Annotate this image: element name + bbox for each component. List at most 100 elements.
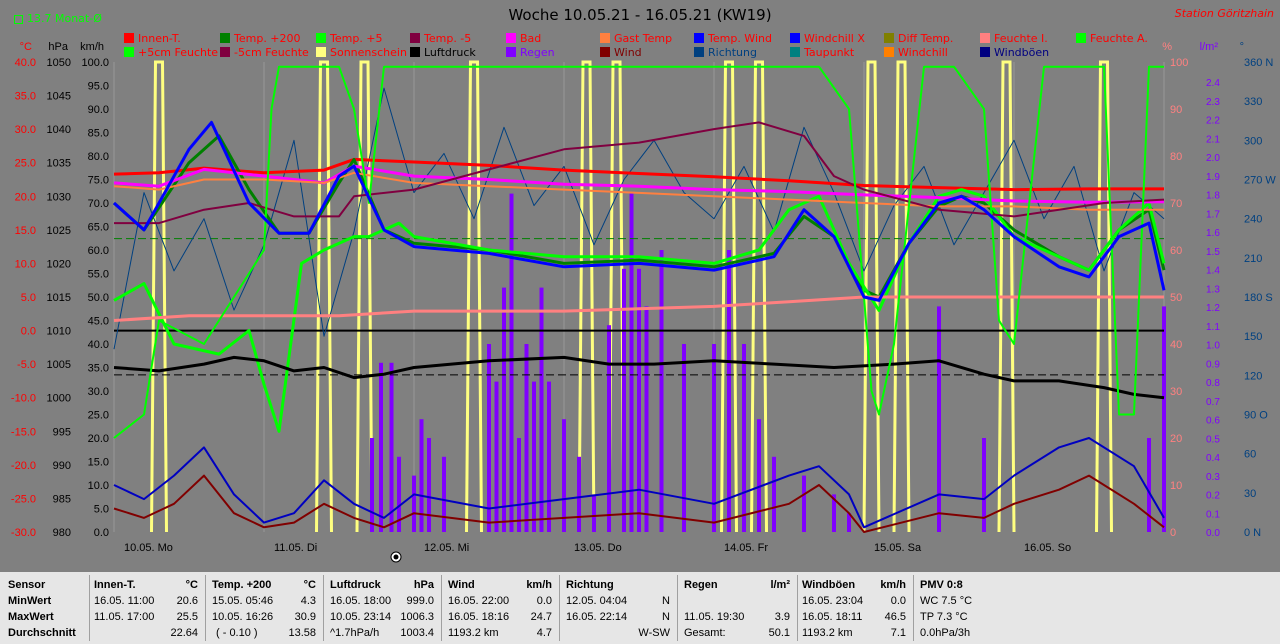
stats-luftdruck-unit: hPa bbox=[413, 579, 434, 591]
wind-tick-label: 30.0 bbox=[88, 386, 109, 398]
legend-item[interactable]: Feuchte A. bbox=[1076, 32, 1148, 45]
stats-boeen-max-val: 46.5 bbox=[884, 611, 906, 623]
rain-bar bbox=[802, 475, 806, 532]
rain-bar bbox=[412, 475, 416, 532]
stats-luftdruck-avg-val: 1003.4 bbox=[400, 627, 434, 639]
legend-item[interactable]: Temp. +5 bbox=[316, 32, 383, 45]
day-label: 11.05. Di bbox=[274, 542, 317, 554]
sunshine-period bbox=[355, 60, 374, 533]
direction-tick-label: 330 bbox=[1244, 96, 1262, 108]
stats-innen-title: Innen-T. bbox=[94, 579, 136, 591]
legend-item[interactable]: Regen bbox=[506, 46, 555, 59]
temp-tick-label: 40.0 bbox=[15, 57, 36, 69]
humidity-tick-label: 0 bbox=[1170, 527, 1176, 539]
temp-tick-label: 25.0 bbox=[15, 158, 36, 170]
stats-wind-unit: km/h bbox=[526, 579, 552, 591]
pressure-tick-label: 1050 bbox=[47, 57, 71, 69]
temp-tick-label: 30.0 bbox=[15, 124, 36, 136]
temp-tick-label: -20.0 bbox=[11, 460, 36, 472]
legend-item[interactable]: -5cm Feuchte bbox=[220, 46, 309, 59]
wind-tick-label: 10.0 bbox=[88, 480, 109, 492]
stats-divider bbox=[677, 575, 678, 641]
legend-swatch-icon bbox=[884, 47, 894, 57]
stats-regen-max-val: 3.9 bbox=[774, 611, 790, 623]
series-line bbox=[113, 171, 1164, 211]
stats-richtung-title: Richtung bbox=[566, 579, 614, 591]
month-average-checkbox-icon[interactable] bbox=[14, 14, 23, 24]
stats-innen-min-time: 16.05. 11:00 bbox=[94, 595, 155, 607]
rain-bar bbox=[509, 193, 514, 532]
time-marker-dot-icon bbox=[393, 554, 399, 560]
rain-bar bbox=[742, 344, 746, 532]
stats-temp200-min-val: 4.3 bbox=[300, 595, 316, 607]
stats-innen-unit: °C bbox=[185, 579, 198, 591]
wind-tick-label: 15.0 bbox=[88, 457, 109, 469]
wind-tick-label: 75.0 bbox=[88, 175, 109, 187]
legend-swatch-icon bbox=[980, 47, 990, 57]
stats-divider bbox=[89, 575, 90, 641]
rain-bar bbox=[1162, 306, 1166, 532]
stats-richtung-max-val: N bbox=[662, 611, 670, 623]
day-label: 12.05. Mi bbox=[424, 542, 469, 554]
legend-item[interactable]: Windböen bbox=[980, 46, 1049, 59]
stats-temp200-avg-val: 13.58 bbox=[288, 627, 316, 639]
stats-regen-title: Regen bbox=[684, 579, 718, 591]
legend-item[interactable]: Temp. Wind bbox=[694, 32, 772, 45]
stats-wind-min-val: 0.0 bbox=[536, 595, 552, 607]
legend-item[interactable]: Temp. +200 bbox=[220, 32, 301, 45]
wind-tick-label: 70.0 bbox=[88, 198, 109, 210]
wind-tick-label: 85.0 bbox=[88, 128, 109, 140]
stats-wind-min-time: 16.05. 22:00 bbox=[448, 595, 510, 607]
legend-item[interactable]: Wind bbox=[600, 46, 642, 59]
legend-label: Feuchte I. bbox=[994, 32, 1048, 45]
legend-item[interactable]: Bad bbox=[506, 32, 541, 45]
direction-tick-label: 180 S bbox=[1244, 292, 1273, 304]
rain-bar bbox=[379, 362, 383, 532]
legend-swatch-icon bbox=[884, 33, 894, 43]
legend-label: Regen bbox=[520, 46, 555, 59]
direction-tick-label: 270 W bbox=[1244, 175, 1276, 187]
rain-tick-label: 1.7 bbox=[1206, 209, 1220, 220]
legend-item[interactable]: Windchill bbox=[884, 46, 948, 59]
pressure-tick-label: 980 bbox=[53, 527, 71, 539]
legend-item[interactable]: Temp. -5 bbox=[410, 32, 471, 45]
rain-bar bbox=[772, 456, 776, 532]
legend-item[interactable]: Windchill X bbox=[790, 32, 865, 45]
rain-tick-label: 1.6 bbox=[1206, 228, 1220, 239]
wind-tick-label: 0.0 bbox=[94, 527, 109, 539]
direction-tick-label: 300 bbox=[1244, 135, 1262, 147]
legend-item[interactable]: Luftdruck bbox=[410, 46, 476, 59]
pressure-tick-label: 1040 bbox=[47, 124, 71, 136]
pressure-tick-label: 1015 bbox=[47, 292, 71, 304]
legend-item[interactable]: Diff Temp. bbox=[884, 32, 953, 45]
legend-item[interactable]: Feuchte I. bbox=[980, 32, 1048, 45]
series-line bbox=[112, 134, 1166, 299]
wind-tick-label: 5.0 bbox=[94, 504, 109, 516]
stats-temp200-max-time: 10.05. 16:26 bbox=[212, 611, 274, 623]
rain-bar bbox=[622, 268, 626, 532]
series-line bbox=[113, 157, 1164, 192]
legend-label: Temp. +5 bbox=[330, 32, 383, 45]
legend-item[interactable]: Richtung bbox=[694, 46, 757, 59]
sunshine-period bbox=[577, 60, 596, 533]
rain-bar bbox=[607, 325, 611, 532]
temp-tick-label: 5.0 bbox=[21, 292, 36, 304]
stats-wind-max-time: 16.05. 18:16 bbox=[448, 611, 510, 623]
legend-label: Luftdruck bbox=[424, 46, 476, 59]
rain-bar bbox=[524, 344, 529, 532]
legend-item[interactable]: Sonnenschein bbox=[316, 46, 407, 59]
legend-item[interactable]: Taupunkt bbox=[790, 46, 854, 59]
humidity-tick-label: 90 bbox=[1170, 104, 1182, 116]
legend-item[interactable]: Innen-T. bbox=[124, 32, 181, 45]
pressure-tick-label: 1030 bbox=[47, 191, 71, 203]
direction-tick-label: 30 bbox=[1244, 488, 1256, 500]
stats-wind-max-val: 24.7 bbox=[530, 611, 552, 623]
legend-item[interactable]: Gast Temp bbox=[600, 32, 672, 45]
sunshine-period bbox=[750, 60, 768, 533]
stats-temp200-title: Temp. +200 bbox=[212, 579, 272, 591]
legend-label: Bad bbox=[520, 32, 542, 45]
pressure-tick-label: 1020 bbox=[47, 258, 71, 270]
legend-item[interactable]: +5cm Feuchte bbox=[124, 46, 218, 59]
rain-bar bbox=[592, 494, 596, 532]
stats-temp200-max-val: 30.9 bbox=[294, 611, 316, 623]
